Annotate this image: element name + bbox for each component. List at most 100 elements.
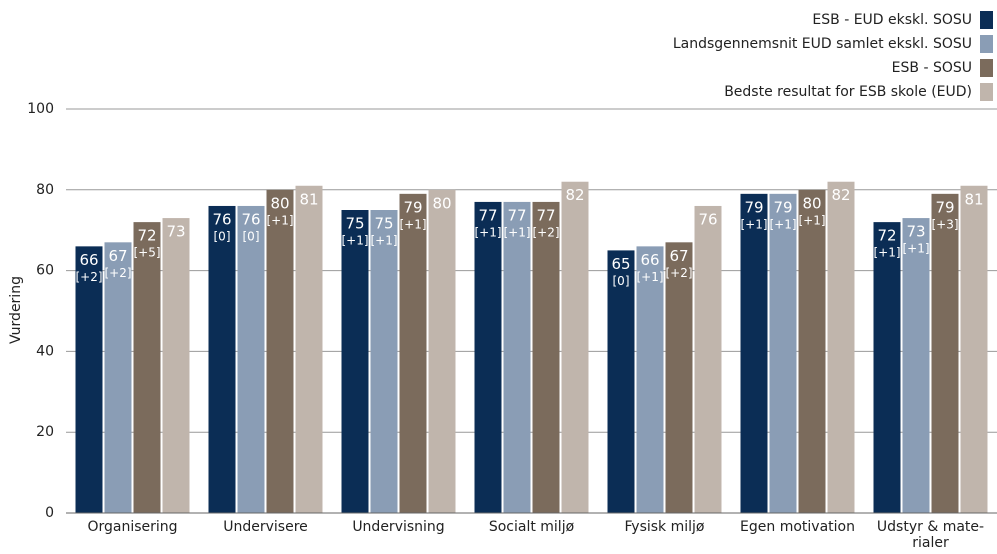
bar — [960, 185, 988, 513]
change-label: [+2] — [104, 266, 131, 280]
change-label: [0] — [613, 274, 630, 288]
x-tick-label: Undervisning — [352, 519, 445, 535]
value-label: 81 — [964, 190, 983, 208]
value-label: 75 — [345, 215, 364, 233]
change-label: [+1] — [769, 217, 796, 231]
bar — [561, 181, 589, 513]
bar — [341, 210, 369, 513]
value-label: 79 — [403, 198, 422, 216]
value-label: 82 — [831, 186, 850, 204]
legend-label: ESB - EUD ekskl. SOSU — [812, 12, 972, 28]
value-label: 65 — [611, 255, 630, 273]
legend-swatch — [980, 11, 993, 29]
x-tick-label: Undervisere — [223, 519, 308, 535]
bar — [740, 193, 768, 513]
x-tick-label: Fysisk miljø — [624, 519, 705, 535]
bar — [532, 201, 560, 514]
legend-swatch — [980, 35, 993, 53]
value-label: 80 — [432, 194, 451, 212]
legend-label: Bedste resultat for ESB skole (EUD) — [724, 84, 972, 100]
change-label: [+1] — [873, 246, 900, 260]
value-label: 80 — [802, 194, 821, 212]
y-tick-label: 40 — [36, 343, 54, 359]
change-label: [+5] — [133, 246, 160, 260]
y-tick-label: 60 — [36, 263, 54, 279]
legend-label: ESB - SOSU — [892, 60, 972, 76]
change-label: [+1] — [798, 213, 825, 227]
bar — [665, 242, 693, 513]
y-tick-label: 20 — [36, 424, 54, 440]
value-label: 82 — [565, 186, 584, 204]
change-label: [+1] — [740, 217, 767, 231]
change-label: [+1] — [266, 213, 293, 227]
x-tick-label: Udstyr & mate-rialer — [876, 519, 985, 551]
bar — [798, 189, 826, 514]
bar — [902, 218, 930, 513]
value-label: 77 — [507, 206, 526, 224]
change-label: [+1] — [399, 217, 426, 231]
change-label: [0] — [214, 229, 231, 243]
y-axis-label: Vurdering — [8, 276, 24, 344]
bar — [162, 218, 190, 513]
bar — [75, 246, 103, 514]
value-label: 66 — [79, 251, 98, 269]
change-label: [+2] — [665, 266, 692, 280]
value-label: 67 — [669, 247, 688, 265]
bar — [266, 189, 294, 514]
bar — [295, 185, 323, 513]
value-label: 77 — [536, 206, 555, 224]
bar — [428, 189, 456, 514]
y-tick-label: 0 — [45, 505, 54, 521]
value-label: 72 — [137, 227, 156, 245]
change-label: [+3] — [931, 217, 958, 231]
bar — [399, 193, 427, 513]
bar — [208, 205, 236, 513]
bar — [827, 181, 855, 513]
value-label: 75 — [374, 215, 393, 233]
value-label: 76 — [241, 210, 260, 228]
value-label: 73 — [166, 223, 185, 241]
bar — [503, 201, 531, 514]
bar — [694, 205, 722, 513]
bar — [474, 201, 502, 514]
value-label: 77 — [478, 206, 497, 224]
bar — [370, 210, 398, 513]
x-tick-label: Organisering — [87, 519, 178, 535]
change-label: [+1] — [474, 225, 501, 239]
y-tick-label: 80 — [36, 182, 54, 198]
bar — [769, 193, 797, 513]
change-label: [+1] — [503, 225, 530, 239]
value-label: 73 — [906, 223, 925, 241]
bar — [873, 222, 901, 513]
bar — [607, 250, 635, 513]
change-label: [+1] — [636, 270, 663, 284]
value-label: 66 — [640, 251, 659, 269]
bar — [237, 205, 265, 513]
value-label: 76 — [698, 210, 717, 228]
value-label: 79 — [935, 198, 954, 216]
bar — [931, 193, 959, 513]
value-label: 67 — [108, 247, 127, 265]
x-tick-label: Socialt miljø — [488, 519, 575, 535]
y-tick-label: 100 — [27, 101, 54, 117]
bar — [636, 246, 664, 514]
legend-swatch — [980, 83, 993, 101]
value-label: 80 — [270, 194, 289, 212]
legend-label: Landsgennemsnit EUD samlet ekskl. SOSU — [673, 36, 972, 52]
value-label: 72 — [877, 227, 896, 245]
change-label: [+2] — [75, 270, 102, 284]
change-label: [+2] — [532, 225, 559, 239]
value-label: 79 — [744, 198, 763, 216]
change-label: [+1] — [341, 234, 368, 248]
value-label: 81 — [299, 190, 318, 208]
x-tick-label: Egen motivation — [740, 519, 855, 535]
change-label: [+1] — [902, 242, 929, 256]
change-label: [+1] — [370, 234, 397, 248]
bar — [104, 242, 132, 513]
legend-swatch — [980, 59, 993, 77]
change-label: [0] — [243, 229, 260, 243]
bar — [133, 222, 161, 513]
value-label: 76 — [212, 210, 231, 228]
